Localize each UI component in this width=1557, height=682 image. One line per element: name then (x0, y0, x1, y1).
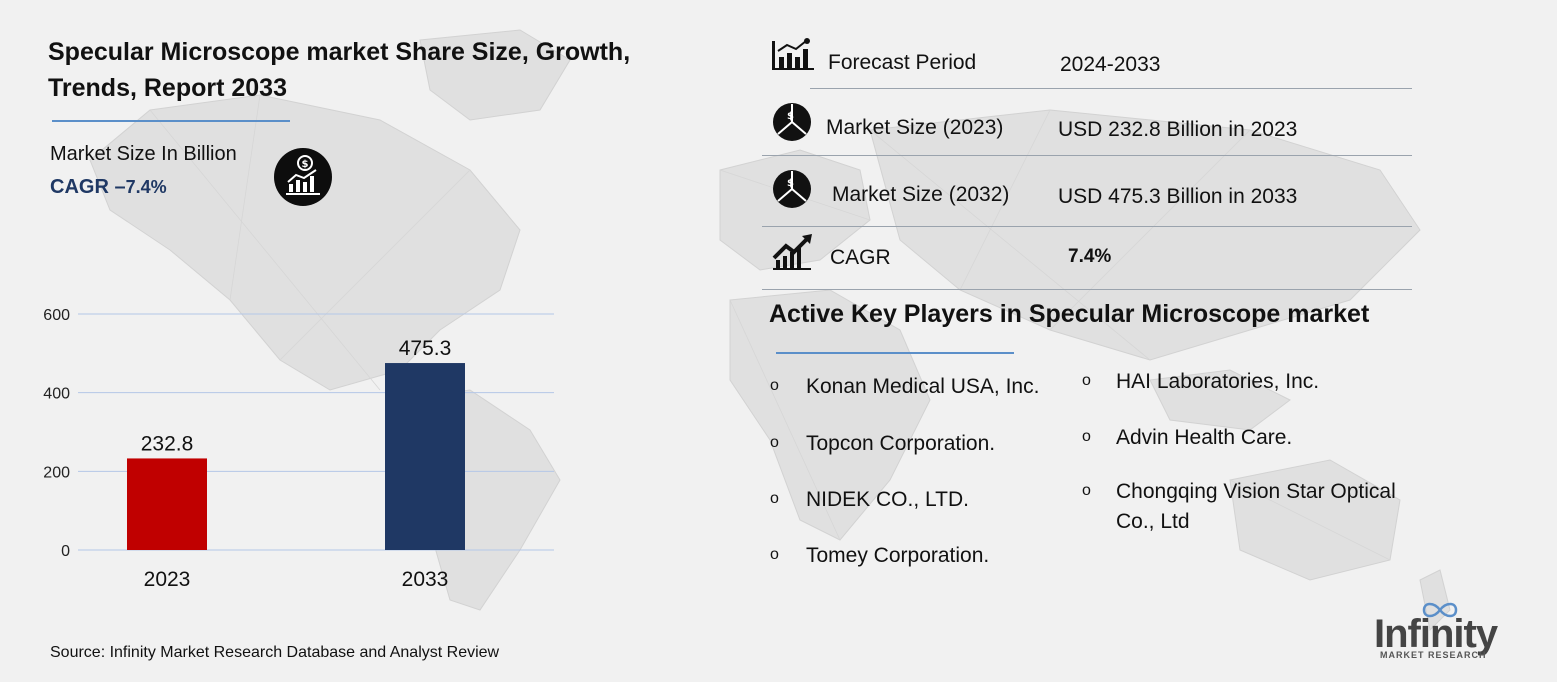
info-row-value: USD 475.3 Billion in 2033 (1058, 185, 1298, 208)
player-item: NIDEK CO., LTD. (806, 488, 969, 511)
info-row-value: 7.4% (1068, 246, 1112, 267)
cagr-summary-label: CAGR – (50, 176, 126, 198)
info-row-label: CAGR (830, 246, 891, 269)
logo-tagline: MARKET RESEARCH (1380, 650, 1487, 660)
list-bullet: o (770, 546, 779, 563)
player-item: Topcon Corporation. (806, 432, 996, 455)
pie-chart-icon: $ (770, 102, 818, 142)
player-item-line: Co., Ltd (1116, 510, 1190, 533)
y-tick-label: 400 (43, 386, 70, 403)
player-item: Chongqing Vision Star Optical Co., Ltd (1116, 477, 1396, 537)
info-row-label: Forecast Period (828, 51, 977, 74)
info-row-label: Market Size (2023) (826, 116, 1004, 139)
info-row-value: USD 232.8 Billion in 2023 (1058, 118, 1298, 141)
y-tick-label: 200 (43, 464, 70, 481)
info-row-label: Market Size (2032) (832, 183, 1010, 206)
infinity-logo-icon (1422, 602, 1458, 618)
info-row-value: 2024-2033 (1060, 53, 1161, 76)
money-growth-icon: $ (274, 148, 332, 206)
player-item-line: Chongqing Vision Star Optical (1116, 480, 1396, 503)
row-separator (810, 88, 1412, 89)
title-underline (52, 120, 290, 122)
svg-text:$: $ (787, 178, 794, 189)
pie-chart-icon: $ (770, 169, 818, 209)
market-size-bar-chart: 0 200 400 600 232.8 475.3 2023 2033 (43, 307, 554, 591)
player-item: Konan Medical USA, Inc. (806, 375, 1040, 398)
list-bullet: o (1082, 482, 1091, 499)
logo-wordmark: Infinity (1374, 612, 1498, 656)
chart-subtitle: Market Size In Billion (50, 143, 237, 165)
x-tick-label: 2033 (402, 568, 449, 591)
bar-2023 (127, 458, 207, 550)
key-players-underline (776, 352, 1014, 354)
list-bullet: o (770, 490, 779, 507)
cagr-summary-value: 7.4% (125, 177, 167, 197)
source-note: Source: Infinity Market Research Databas… (50, 644, 500, 661)
list-bullet: o (1082, 372, 1091, 389)
svg-text:$: $ (302, 159, 309, 170)
growth-chart-icon (770, 232, 818, 272)
row-separator (762, 226, 1412, 227)
y-tick-label: 0 (61, 543, 70, 560)
player-item: HAI Laboratories, Inc. (1116, 370, 1320, 393)
page-title: Specular Microscope market Share Size, G… (48, 38, 631, 102)
data-label: 475.3 (399, 337, 452, 360)
row-separator (762, 155, 1412, 156)
y-tick-label: 600 (43, 307, 70, 324)
bar-chart-icon (770, 37, 818, 77)
list-bullet: o (1082, 428, 1091, 445)
bar-2033 (385, 363, 465, 550)
player-item: Tomey Corporation. (806, 544, 990, 567)
row-separator (762, 289, 1412, 290)
list-bullet: o (770, 434, 779, 451)
key-players-title: Active Key Players in Specular Microscop… (769, 300, 1370, 328)
list-bullet: o (770, 377, 779, 394)
x-tick-label: 2023 (144, 568, 191, 591)
cagr-summary: CAGR –7.4% (50, 176, 167, 199)
svg-text:$: $ (787, 111, 794, 122)
data-label: 232.8 (141, 432, 194, 455)
player-item: Advin Health Care. (1116, 426, 1293, 449)
